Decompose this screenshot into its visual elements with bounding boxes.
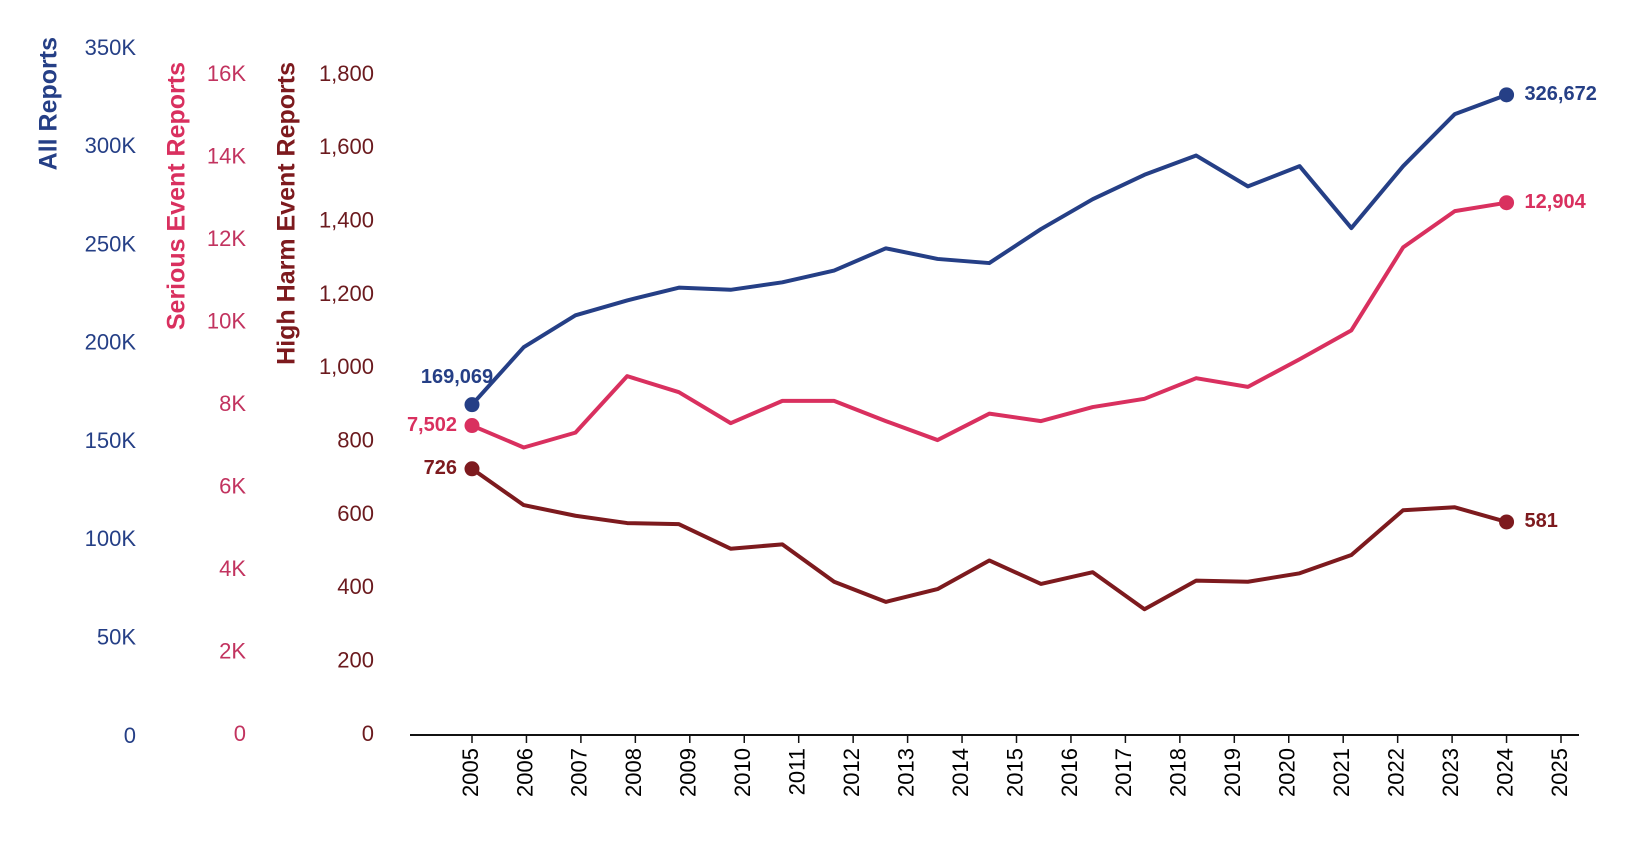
x-tick-label: 2014	[948, 748, 973, 797]
y2-tick-label: 8K	[219, 391, 246, 416]
y2-tick-label: 10K	[207, 308, 246, 333]
data-label: 7,502	[407, 414, 457, 436]
x-tick-label: 2016	[1057, 748, 1082, 797]
y2-tick-label: 2K	[219, 638, 246, 663]
y3-tick-label: 600	[337, 501, 374, 526]
end-marker	[464, 418, 480, 434]
y3-tick-label: 1,800	[319, 61, 374, 86]
y2-tick-label: 14K	[207, 143, 246, 168]
x-tick-label: 2023	[1438, 748, 1463, 797]
x-tick-label: 2022	[1383, 748, 1408, 797]
y3-tick-label: 1,600	[319, 134, 374, 159]
data-label: 169,069	[421, 366, 493, 388]
y3-tick-label: 400	[337, 574, 374, 599]
x-tick-label: 2007	[567, 748, 592, 797]
x-tick-label: 2025	[1547, 748, 1572, 797]
y3-tick-label: 800	[337, 427, 374, 452]
x-tick-label: 2015	[1002, 748, 1027, 797]
y2-tick-label: 6K	[219, 473, 246, 498]
y3-tick-label: 1,400	[319, 207, 374, 232]
data-label: 726	[424, 457, 457, 479]
y2-tick-label: 16K	[207, 61, 246, 86]
series-line	[471, 200, 1507, 450]
end-marker	[1499, 87, 1515, 103]
y3-tick-label: 0	[362, 721, 374, 746]
data-label: 12,904	[1525, 191, 1587, 213]
y3-tick-label: 1,000	[319, 354, 374, 379]
y-tick-label: 150K	[85, 428, 137, 453]
y3-axis-title: High Harm Event Reports	[273, 62, 301, 365]
y-tick-label: 300K	[85, 133, 137, 158]
y3-tick-label: 1,200	[319, 281, 374, 306]
series-line	[470, 467, 1508, 612]
x-tick-label: 2005	[458, 748, 483, 797]
x-tick-label: 2012	[839, 748, 864, 797]
y3-tick-label: 200	[337, 647, 374, 672]
y2-tick-label: 0	[234, 721, 246, 746]
y2-tick-label: 4K	[219, 556, 246, 581]
end-marker	[464, 461, 480, 477]
end-marker	[1499, 514, 1515, 530]
y-axis-title: All Reports	[35, 37, 63, 170]
y-tick-label: 0	[124, 723, 136, 748]
series-line	[470, 92, 1508, 406]
x-tick-label: 2024	[1492, 748, 1517, 797]
y2-tick-label: 12K	[207, 226, 246, 251]
x-tick-label: 2008	[621, 748, 646, 797]
x-tick-label: 2006	[512, 748, 537, 797]
y-tick-label: 350K	[85, 35, 137, 60]
x-tick-label: 2020	[1275, 748, 1300, 797]
data-label: 326,672	[1525, 83, 1597, 105]
y2-axis-title: Serious Event Reports	[163, 62, 191, 330]
y-tick-label: 250K	[85, 231, 137, 256]
x-tick-label: 2019	[1220, 748, 1245, 797]
x-tick-label: 2017	[1111, 748, 1136, 797]
x-tick-label: 2013	[893, 748, 918, 797]
x-tick-label: 2010	[730, 748, 755, 797]
y-tick-label: 200K	[85, 330, 137, 355]
end-marker	[1499, 195, 1515, 211]
y-tick-label: 100K	[85, 526, 137, 551]
y-tick-label: 50K	[97, 625, 136, 650]
end-marker	[464, 397, 480, 413]
data-label: 581	[1525, 510, 1558, 532]
x-tick-label: 2018	[1166, 748, 1191, 797]
x-tick-label: 2011	[785, 748, 810, 795]
x-tick-label: 2009	[676, 748, 701, 797]
x-tick-label: 2021	[1329, 748, 1354, 797]
